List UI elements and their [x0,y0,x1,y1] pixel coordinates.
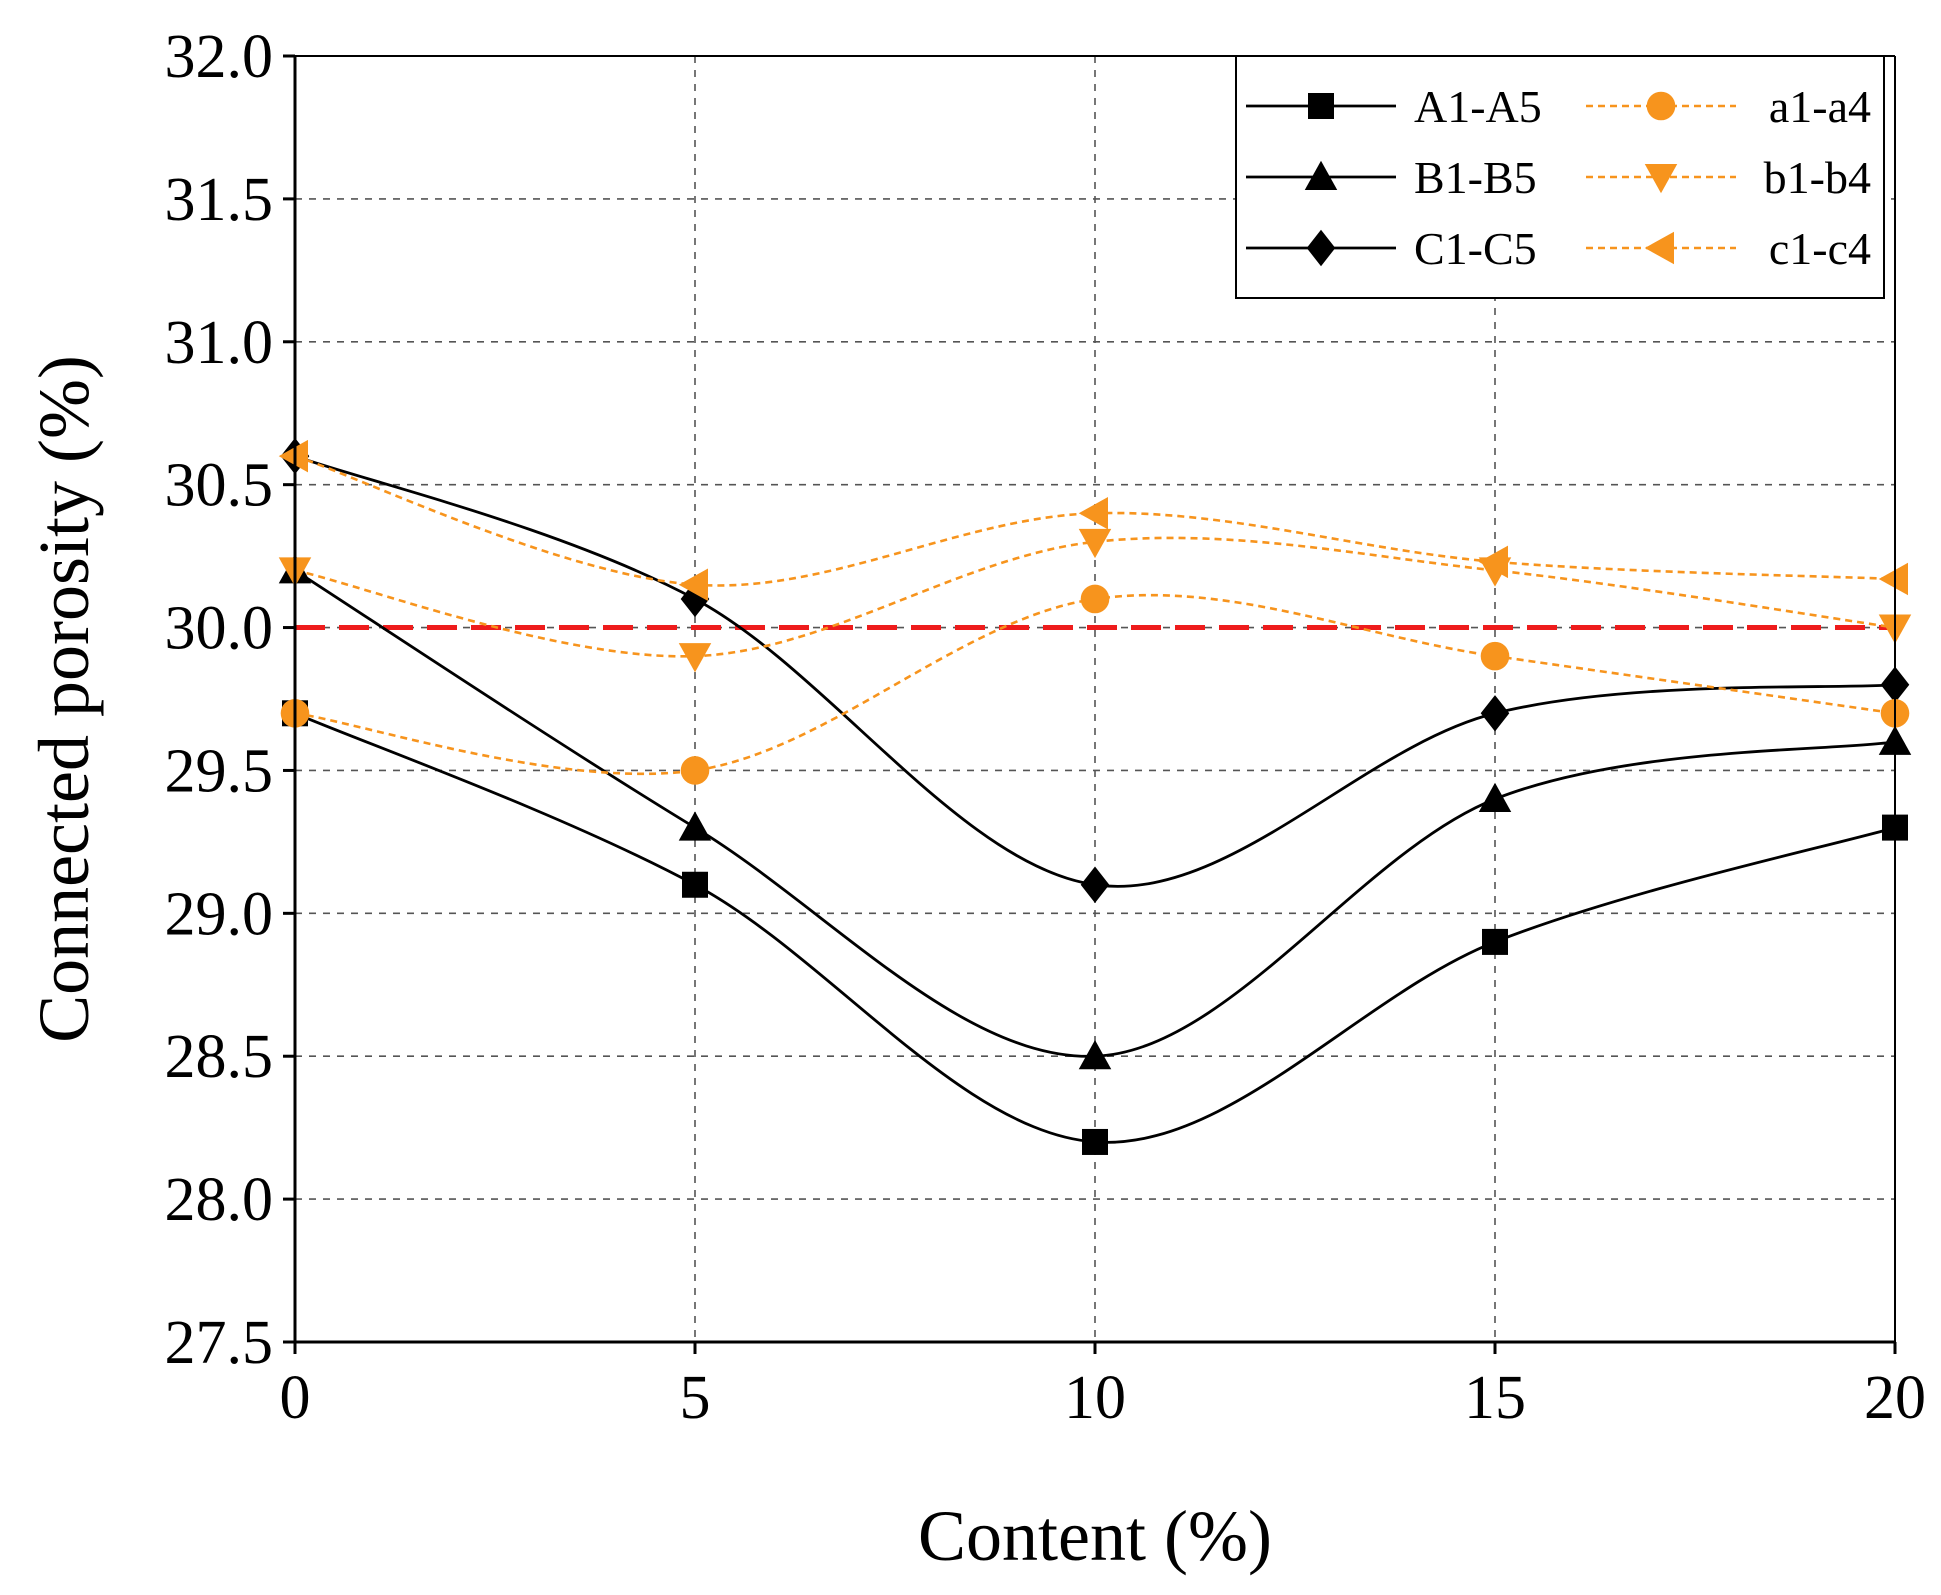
data-point-b1-b5 [1078,1039,1112,1070]
data-point-a1-a4 [1480,641,1510,671]
axes: 27.5 28.0 28.5 29.0 29.5 30.0 30.5 31.0 31.5 32.0… [165,23,1927,1432]
data-point-c1-c4 [678,568,708,601]
legend-label-c1-c4: c1-c4 [1769,223,1871,274]
y-tick-label: 30.5 [165,452,274,520]
series-group [278,437,1912,1155]
x-tick-label: 5 [680,1364,711,1432]
legend-item-c1-c4: c1-c4 [1586,223,1871,274]
y-tick-label: 28.5 [165,1023,274,1091]
series-c1-c4 [278,439,1908,601]
series-a1-a4 [280,584,1910,785]
x-tick-label: 15 [1464,1364,1526,1432]
x-tick-label: 20 [1864,1364,1926,1432]
data-point-c1-c5 [1080,866,1110,903]
legend-marker-a1-a4 [1646,91,1676,121]
x-tick-label: 10 [1064,1364,1126,1432]
legend-item-b1-b4: b1-b4 [1586,152,1871,203]
data-point-b1-b4 [678,643,712,673]
legend-label-b1-b5: B1-B5 [1414,152,1537,203]
data-point-c1-c5 [680,580,710,618]
data-point-a1-a5 [1082,1128,1108,1155]
legend-label-a1-a5: A1-A5 [1414,81,1542,132]
data-point-a1-a5 [682,871,708,898]
y-tick-label: 30.0 [165,595,274,663]
legend-marker-c1-c4 [1644,231,1674,265]
y-axis-title: Connected porosity (%) [24,355,104,1043]
y-tick-label: 29.5 [165,737,274,805]
y-tick-label: 32.0 [165,23,274,91]
legend-label-a1-a4: a1-a4 [1769,81,1871,132]
x-axis-title: Content (%) [918,1496,1272,1576]
data-point-c1-c4 [1878,562,1908,596]
legend-item-b1-b5: B1-B5 [1246,152,1537,203]
y-tick-label: 29.0 [165,880,274,948]
data-point-b1-b5 [678,811,712,841]
y-tick-label: 31.5 [165,166,274,234]
y-tick-label: 31.0 [165,309,274,377]
data-point-a1-a4 [1080,584,1110,614]
legend: A1-A5 B1-B5 C1-C5 a1-a4 b1-b4 c1-c4 [1235,55,1885,299]
legend-marker-a1-a5 [1308,93,1334,119]
data-point-c1-c4 [1478,545,1508,579]
legend-marker-c1-c5 [1306,229,1336,267]
legend-label-b1-b4: b1-b4 [1764,152,1871,203]
y-tick-label: 27.5 [165,1309,274,1377]
x-tick-label: 0 [280,1364,311,1432]
data-point-a1-a5 [1482,928,1508,955]
y-tick-label: 28.0 [165,1166,274,1234]
data-point-b1-b4 [1078,528,1112,559]
data-point-b1-b5 [1478,782,1512,813]
data-point-c1-c4 [278,439,308,473]
legend-label-c1-c5: C1-C5 [1414,223,1537,274]
legend-item-a1-a4: a1-a4 [1586,81,1871,132]
data-point-c1-c5 [1480,695,1510,732]
data-point-a1-a4 [680,756,710,785]
legend-item-a1-a5: A1-A5 [1246,81,1542,132]
legend-marker-b1-b4 [1644,164,1678,194]
legend-marker-b1-b5 [1304,160,1338,190]
data-point-c1-c4 [1078,496,1108,530]
legend-item-c1-c5: C1-C5 [1246,223,1537,274]
